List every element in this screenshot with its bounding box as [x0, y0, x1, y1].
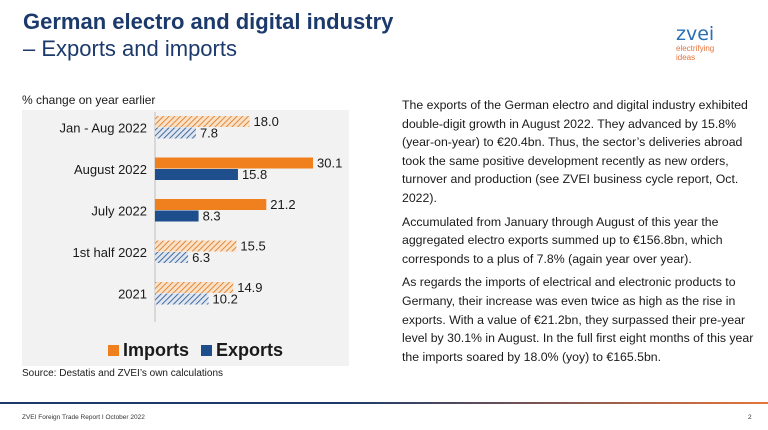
bar-exports [155, 210, 199, 222]
legend-label-imports: Imports [123, 340, 190, 360]
bar-exports [155, 127, 196, 139]
legend-item-imports: Imports [108, 340, 189, 361]
category-label: 1st half 2022 [73, 245, 147, 260]
data-label-imports: 21.2 [270, 197, 295, 212]
page-title: German electro and digital industry [23, 9, 394, 34]
data-label-exports: 6.3 [192, 250, 210, 265]
data-label-exports: 7.8 [200, 126, 218, 141]
chart-area: Jan - Aug 2022 18.0 7.8 August 2022 30.1 15.8… [22, 110, 349, 366]
footer-divider [0, 402, 768, 404]
logo-tagline-2: ideas [676, 53, 696, 62]
data-label-imports: 15.5 [240, 239, 265, 254]
footer-text: ZVEI Foreign Trade Report I October 2022 [22, 414, 145, 421]
logo-tagline-1: electrifying [676, 44, 715, 53]
bar-exports [155, 252, 189, 263]
category-label: 2021 [118, 287, 147, 302]
page-number: 2 [748, 414, 752, 421]
data-label-imports: 14.9 [237, 280, 262, 295]
category-label: July 2022 [91, 204, 147, 219]
source-note: Source: Destatis and ZVEI’s own calculat… [22, 368, 224, 379]
chart-legend: Imports Exports [108, 340, 295, 361]
legend-swatch-exports [201, 345, 213, 356]
paragraph: As regards the imports of electrical and… [402, 275, 754, 364]
paragraph: Accumulated from January through August … [402, 214, 723, 266]
zvei-logo: zvei electrifying ideas [676, 24, 714, 62]
legend-label-exports: Exports [216, 340, 284, 360]
category-label: August 2022 [74, 162, 147, 177]
bar-imports [155, 116, 250, 127]
title-block: German electro and digital industry – Ex… [23, 8, 393, 62]
bar-chart: Jan - Aug 2022 18.0 7.8 August 2022 30.1 15.8… [60, 112, 342, 322]
data-label-exports: 10.2 [213, 292, 238, 307]
data-label-exports: 15.8 [242, 167, 267, 182]
data-label-imports: 30.1 [317, 156, 342, 171]
legend-item-exports: Exports [201, 340, 283, 361]
bar-exports [155, 169, 238, 180]
bar-imports [155, 282, 234, 293]
page-subtitle: – Exports and imports [23, 36, 237, 61]
category-label: Jan - Aug 2022 [60, 121, 147, 136]
paragraph: The exports of the German electro and di… [402, 98, 748, 205]
data-label-exports: 8.3 [203, 209, 221, 224]
bar-exports [155, 293, 209, 305]
bar-imports [155, 240, 237, 252]
bar-imports [155, 199, 267, 210]
legend-swatch-imports [108, 345, 119, 356]
logo-wordmark: zvei [676, 23, 715, 45]
chart-caption: % change on year earlier [22, 93, 156, 107]
commentary-text: The exports of the German electro and di… [402, 96, 754, 371]
bar-imports [155, 157, 314, 169]
data-label-imports: 18.0 [254, 114, 279, 129]
